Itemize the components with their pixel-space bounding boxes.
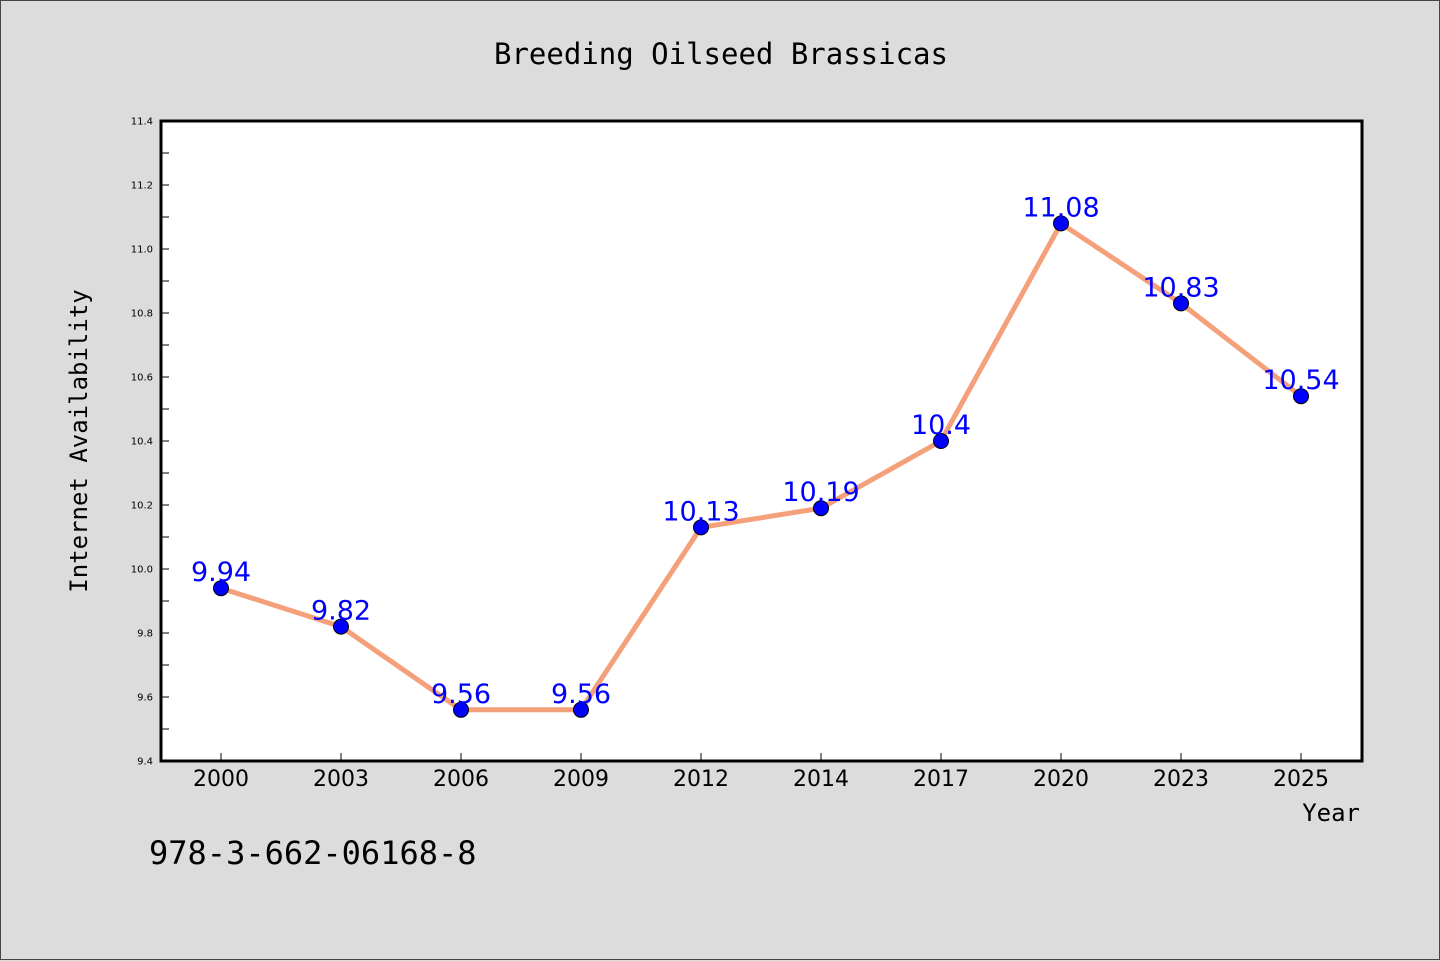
data-point [573, 701, 589, 718]
data-point [933, 433, 949, 449]
y-tick-label: 9.6 [137, 693, 153, 704]
x-axis: 2000 2003 2006 2009 2012 2014 2017 2020 2023 2025 [193, 753, 1329, 792]
plot-area [161, 121, 1362, 761]
data-label: 10.54 [1262, 365, 1339, 396]
y-tick-label: 11.2 [131, 181, 153, 192]
isbn-text: 978-3-662-06168-8 [149, 834, 477, 872]
y-tick-label: 10.8 [131, 309, 153, 320]
data-label: 10.83 [1142, 272, 1219, 303]
data-label: 11.08 [1022, 192, 1099, 223]
data-point [213, 580, 229, 597]
y-tick-label: 9.4 [137, 757, 153, 768]
data-label: 10.19 [782, 477, 859, 508]
y-axis-label: Internet Availability [65, 289, 93, 592]
y-tick-label: 10.6 [131, 373, 153, 384]
data-point [1173, 295, 1189, 312]
x-tick-label: 2003 [313, 767, 369, 792]
series-line [218, 220, 1304, 713]
x-tick-label: 2017 [913, 767, 969, 792]
y-tick-label: 10.2 [131, 501, 153, 512]
x-tick-label: 2012 [673, 767, 729, 792]
chart-title: Breeding Oilseed Brassicas [494, 37, 948, 71]
data-point [813, 500, 829, 517]
plot-border [159, 119, 1364, 763]
x-axis-label: Year [1302, 799, 1360, 827]
y-tick-label: 9.8 [137, 629, 153, 640]
data-label: 9.56 [431, 679, 491, 710]
data-label: 9.82 [311, 596, 371, 627]
y-tick-label: 10.0 [131, 565, 153, 576]
y-tick-label: 11.0 [131, 245, 153, 256]
x-tick-label: 2006 [433, 767, 489, 792]
x-tick-label: 2020 [1033, 767, 1089, 792]
y-tick-label: 11.4 [131, 117, 153, 128]
y-tick-label: 10.4 [131, 437, 153, 448]
x-tick-label: 2023 [1153, 767, 1209, 792]
data-label: 10.4 [911, 410, 971, 441]
x-tick-label: 2000 [193, 767, 249, 792]
x-tick-label: 2009 [553, 767, 609, 792]
data-point [453, 701, 469, 718]
x-tick-label: 2014 [793, 767, 849, 792]
data-point [1293, 388, 1309, 405]
data-label: 10.13 [662, 496, 739, 527]
data-label: 9.94 [191, 557, 251, 588]
y-axis: 9.4 9.6 9.8 10.0 10.2 10.4 10.6 10.8 11.0 11.2 11.… [131, 117, 169, 768]
data-label: 9.56 [551, 679, 611, 710]
series-layer: 9.94 9.82 9.56 9.56 10.13 10.19 10.4 11.08 10.83… [191, 192, 1340, 718]
data-point [693, 519, 709, 536]
x-tick-label: 2025 [1273, 767, 1329, 792]
data-point [333, 618, 349, 635]
data-point [1053, 215, 1069, 232]
